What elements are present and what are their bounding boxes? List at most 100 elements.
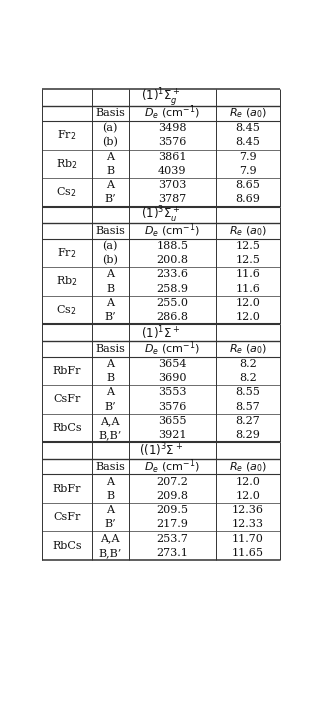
Text: Basis: Basis <box>95 462 125 472</box>
Text: $D_e\ (\mathrm{cm}^{-1})$: $D_e\ (\mathrm{cm}^{-1})$ <box>144 458 200 476</box>
Text: 3576: 3576 <box>158 137 187 148</box>
Text: 11.65: 11.65 <box>232 548 264 557</box>
Text: 3703: 3703 <box>158 180 187 190</box>
Text: B’: B’ <box>105 194 116 205</box>
Text: 8.2: 8.2 <box>239 359 257 369</box>
Text: A: A <box>106 298 114 308</box>
Text: B: B <box>106 491 114 501</box>
Text: Basis: Basis <box>95 108 125 118</box>
Text: 8.2: 8.2 <box>239 373 257 383</box>
Text: A: A <box>106 180 114 190</box>
Text: 3861: 3861 <box>158 152 187 162</box>
Text: B: B <box>106 284 114 294</box>
Text: 12.33: 12.33 <box>232 520 264 529</box>
Text: 217.9: 217.9 <box>156 520 188 529</box>
Text: 12.0: 12.0 <box>236 298 260 308</box>
Text: 3553: 3553 <box>158 387 187 397</box>
Text: RbCs: RbCs <box>52 423 82 433</box>
Text: $D_e\ (\mathrm{cm}^{-1})$: $D_e\ (\mathrm{cm}^{-1})$ <box>144 104 200 122</box>
Text: 3655: 3655 <box>158 415 187 426</box>
Text: 209.5: 209.5 <box>156 505 188 515</box>
Text: RbFr: RbFr <box>52 366 81 376</box>
Text: 4039: 4039 <box>158 166 187 176</box>
Text: $R_e\ (a_0)$: $R_e\ (a_0)$ <box>229 107 267 120</box>
Text: Cs$_2$: Cs$_2$ <box>57 303 77 317</box>
Text: 12.5: 12.5 <box>236 241 260 251</box>
Text: A: A <box>106 477 114 486</box>
Text: A,A: A,A <box>100 534 120 543</box>
Text: (a): (a) <box>103 241 118 251</box>
Text: A: A <box>106 269 114 280</box>
Text: (a): (a) <box>103 123 118 134</box>
Text: $(1)^3\Sigma_u^+$: $(1)^3\Sigma_u^+$ <box>141 205 181 225</box>
Text: 253.7: 253.7 <box>156 534 188 543</box>
Text: 7.9: 7.9 <box>239 166 257 176</box>
Text: 8.65: 8.65 <box>236 180 260 190</box>
Text: 273.1: 273.1 <box>156 548 188 557</box>
Text: Basis: Basis <box>95 226 125 236</box>
Text: 207.2: 207.2 <box>156 477 188 486</box>
Text: B’: B’ <box>105 401 116 411</box>
Text: 3654: 3654 <box>158 359 187 369</box>
Text: B,B’: B,B’ <box>99 548 122 557</box>
Text: $R_e\ (a_0)$: $R_e\ (a_0)$ <box>229 224 267 238</box>
Text: RbFr: RbFr <box>52 484 81 494</box>
Text: $(1)^1\Sigma_g^+$: $(1)^1\Sigma_g^+$ <box>141 86 181 108</box>
Text: Fr$_2$: Fr$_2$ <box>57 129 76 142</box>
Text: 3690: 3690 <box>158 373 187 383</box>
Text: 233.6: 233.6 <box>156 269 188 280</box>
Text: 8.45: 8.45 <box>236 137 260 148</box>
Text: $((1)^3\Sigma^+$: $((1)^3\Sigma^+$ <box>139 441 183 459</box>
Text: 8.55: 8.55 <box>236 387 260 397</box>
Text: $D_e\ (\mathrm{cm}^{-1})$: $D_e\ (\mathrm{cm}^{-1})$ <box>144 340 200 358</box>
Text: 8.29: 8.29 <box>236 430 260 440</box>
Text: (b): (b) <box>102 137 118 148</box>
Text: 8.27: 8.27 <box>236 415 260 426</box>
Text: A: A <box>106 505 114 515</box>
Text: A: A <box>106 387 114 397</box>
Text: 11.70: 11.70 <box>232 534 264 543</box>
Text: 3787: 3787 <box>158 194 187 205</box>
Text: B: B <box>106 166 114 176</box>
Text: $D_e\ (\mathrm{cm}^{-1})$: $D_e\ (\mathrm{cm}^{-1})$ <box>144 222 200 240</box>
Text: 12.5: 12.5 <box>236 255 260 265</box>
Text: 3498: 3498 <box>158 123 187 133</box>
Text: 12.36: 12.36 <box>232 505 264 515</box>
Text: Rb$_2$: Rb$_2$ <box>56 275 78 288</box>
Text: A,A: A,A <box>100 415 120 426</box>
Text: CsFr: CsFr <box>53 512 80 522</box>
Text: B’: B’ <box>105 520 116 529</box>
Text: 7.9: 7.9 <box>239 152 257 162</box>
Text: A: A <box>106 152 114 162</box>
Text: 255.0: 255.0 <box>156 298 188 308</box>
Text: B’: B’ <box>105 312 116 322</box>
Text: B: B <box>106 373 114 383</box>
Text: 11.6: 11.6 <box>236 284 260 294</box>
Text: $(1)^1\Sigma^+$: $(1)^1\Sigma^+$ <box>141 324 181 342</box>
Text: 12.0: 12.0 <box>236 491 260 501</box>
Text: $R_e\ (a_0)$: $R_e\ (a_0)$ <box>229 342 267 356</box>
Text: CsFr: CsFr <box>53 394 80 404</box>
Text: Rb$_2$: Rb$_2$ <box>56 157 78 171</box>
Text: 200.8: 200.8 <box>156 255 188 265</box>
Text: (b): (b) <box>102 255 118 265</box>
Text: 11.6: 11.6 <box>236 269 260 280</box>
Text: 8.69: 8.69 <box>236 194 260 205</box>
Text: Basis: Basis <box>95 344 125 354</box>
Text: 258.9: 258.9 <box>156 284 188 294</box>
Text: $R_e\ (a_0)$: $R_e\ (a_0)$ <box>229 460 267 474</box>
Text: Cs$_2$: Cs$_2$ <box>57 186 77 199</box>
Text: 3576: 3576 <box>158 401 187 411</box>
Text: 8.45: 8.45 <box>236 123 260 133</box>
Text: 8.57: 8.57 <box>236 401 260 411</box>
Text: A: A <box>106 359 114 369</box>
Text: 188.5: 188.5 <box>156 241 188 251</box>
Text: 12.0: 12.0 <box>236 477 260 486</box>
Text: 12.0: 12.0 <box>236 312 260 322</box>
Text: B,B’: B,B’ <box>99 430 122 440</box>
Text: RbCs: RbCs <box>52 541 82 550</box>
Text: 209.8: 209.8 <box>156 491 188 501</box>
Text: Fr$_2$: Fr$_2$ <box>57 246 76 260</box>
Text: 3921: 3921 <box>158 430 187 440</box>
Text: 286.8: 286.8 <box>156 312 188 322</box>
